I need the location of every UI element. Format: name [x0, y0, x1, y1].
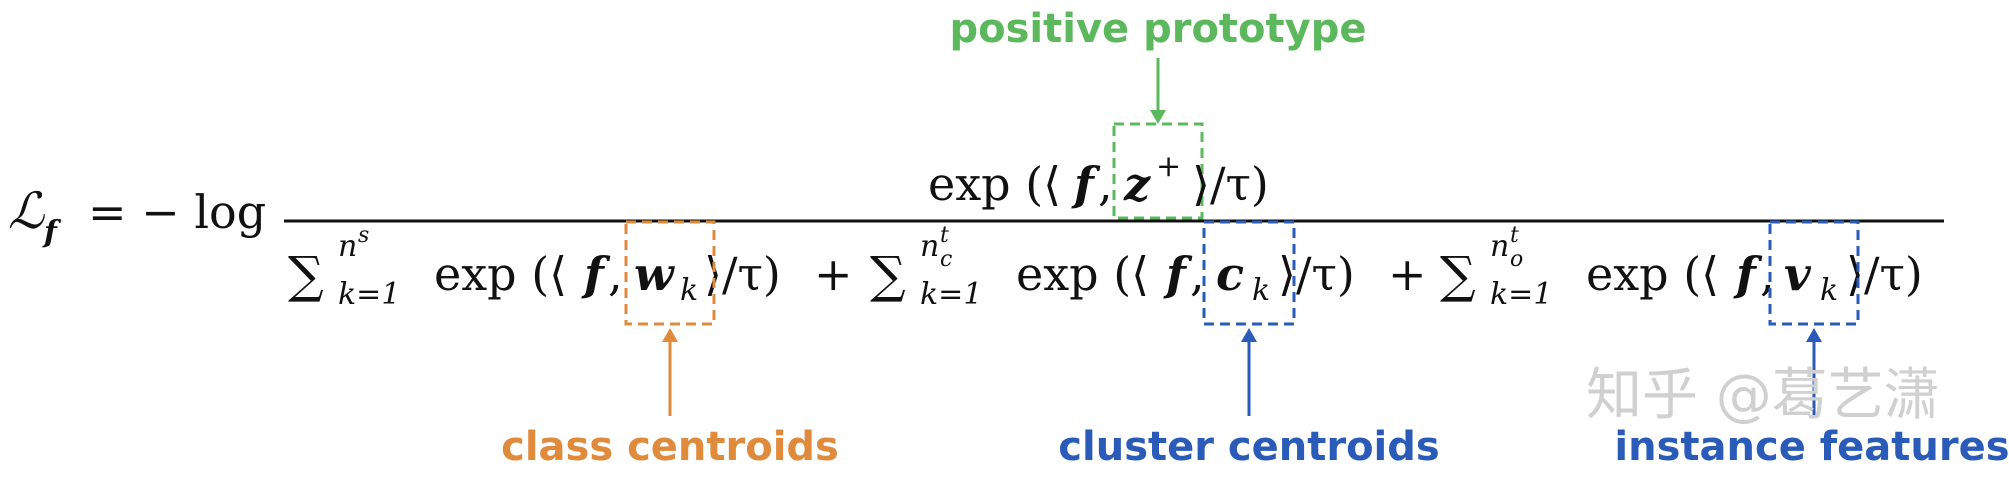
cluster-centroid-arrow — [1241, 328, 1257, 416]
numerator-f: f — [1071, 157, 1101, 211]
exp-open: exp (⟨ — [1586, 247, 1719, 301]
sum-upper-sup: t — [940, 223, 949, 248]
class-centroid-w: w — [634, 247, 675, 301]
exp-open: exp (⟨ — [434, 247, 567, 301]
positive-prototype-arrow — [1150, 58, 1166, 124]
term-f: f — [1163, 247, 1193, 301]
loss-lhs: ℒ f = − log — [8, 182, 266, 250]
numerator-exp-open: exp (⟨ — [928, 157, 1061, 211]
sum-upper: n — [1490, 229, 1509, 264]
denominator-term-3: ∑ n t o k=1 exp (⟨ f , v k ⟩/τ) — [1440, 223, 1923, 312]
numerator-z-sup: + — [1156, 149, 1181, 184]
sum-upper-sup: s — [358, 223, 369, 248]
sum-lower: k=1 — [338, 277, 400, 312]
numerator-z: z — [1123, 157, 1151, 211]
denominator-term-2: ∑ n t c k=1 exp (⟨ f , c k ⟩/τ) + — [870, 223, 1427, 312]
sum-upper-sup: t — [1510, 223, 1519, 248]
positive-prototype-label: positive prototype — [950, 6, 1367, 52]
class-centroid-box — [624, 220, 716, 326]
denominator-term-1: ∑ n s k=1 exp (⟨ f , w k ⟩/τ) + — [288, 223, 853, 312]
equals-minus-log: = − log — [88, 185, 266, 239]
class-centroids-label: class centroids — [501, 424, 839, 470]
loss-symbol: ℒ — [8, 182, 45, 240]
sum-upper: n — [338, 229, 357, 264]
sum-lower: k=1 — [920, 277, 982, 312]
watermark: 知乎 @葛艺潇 — [1586, 363, 1940, 428]
sum-symbol: ∑ — [1440, 246, 1476, 304]
term-close: ⟩/τ) — [1278, 247, 1355, 301]
cluster-centroid-sub: k — [1252, 273, 1270, 308]
cluster-centroids-label: cluster centroids — [1058, 424, 1439, 470]
numerator-close: ⟩/τ) — [1192, 157, 1269, 211]
term-close: ⟩/τ) — [704, 247, 781, 301]
instance-features-label: instance features — [1614, 424, 2009, 470]
sum-symbol: ∑ — [288, 246, 324, 304]
exp-open: exp (⟨ — [1016, 247, 1149, 301]
sum-symbol: ∑ — [870, 246, 906, 304]
sum-lower: k=1 — [1490, 277, 1552, 312]
term-f: f — [1733, 247, 1763, 301]
term-comma: , — [1760, 247, 1775, 301]
sum-upper-sub: c — [940, 247, 952, 272]
term-f: f — [581, 247, 611, 301]
class-centroid-sub: k — [680, 273, 698, 308]
term-comma: , — [608, 247, 623, 301]
cluster-centroid-c: c — [1216, 247, 1244, 301]
term-comma: , — [1190, 247, 1205, 301]
instance-feature-v: v — [1784, 247, 1812, 301]
numerator: exp (⟨ f , z + ⟩/τ) — [928, 149, 1269, 211]
class-centroid-arrow — [662, 328, 678, 416]
instance-feature-sub: k — [1820, 273, 1838, 308]
sum-upper: n — [920, 229, 939, 264]
numerator-comma: , — [1098, 157, 1113, 211]
instance-feature-box — [1768, 220, 1860, 326]
instance-feature-arrow — [1806, 328, 1822, 416]
loss-subscript: f — [42, 215, 62, 250]
plus-sign: + — [814, 247, 853, 301]
plus-sign: + — [1388, 247, 1427, 301]
positive-prototype-box — [1112, 122, 1204, 220]
sum-upper-sub: o — [1510, 247, 1523, 272]
